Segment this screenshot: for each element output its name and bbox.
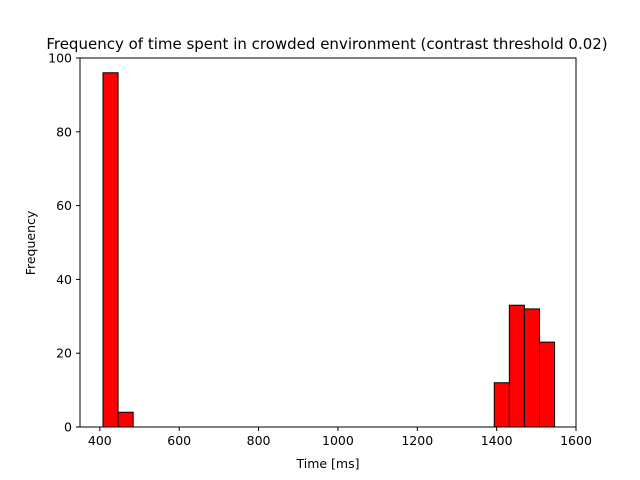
chart-title: Frequency of time spent in crowded envir…: [46, 35, 607, 53]
x-tick-label: 600: [167, 433, 191, 448]
y-tick-label: 0: [64, 420, 72, 435]
y-tick-label: 80: [56, 124, 72, 139]
y-tick-label: 100: [48, 51, 72, 66]
histogram-bar-4: [523, 308, 540, 428]
x-tick-label: 1600: [560, 433, 592, 448]
y-axis-ticks: 0 20 40 60 80 100: [48, 51, 80, 435]
x-axis-ticks: 400 600 800 1000 1200 1400 1600: [88, 427, 592, 448]
x-tick-label: 800: [247, 433, 271, 448]
plot-frame: [79, 57, 577, 428]
x-tick-label: 400: [88, 433, 112, 448]
x-tick-label: 1400: [481, 433, 513, 448]
bars-group: [102, 72, 556, 428]
x-tick-label: 1000: [322, 433, 354, 448]
histogram-bar-0: [102, 72, 119, 428]
y-tick-label: 40: [56, 272, 72, 287]
y-tick-label: 60: [56, 198, 72, 213]
x-tick-label: 1200: [401, 433, 433, 448]
x-axis-label: Time [ms]: [295, 456, 359, 471]
histogram-bar-2: [493, 382, 510, 428]
histogram-bar-5: [538, 341, 556, 428]
histogram-bar-3: [508, 304, 525, 428]
y-tick-label: 20: [56, 346, 72, 361]
histogram-bar-1: [117, 411, 134, 428]
y-axis-label: Frequency: [23, 210, 38, 275]
